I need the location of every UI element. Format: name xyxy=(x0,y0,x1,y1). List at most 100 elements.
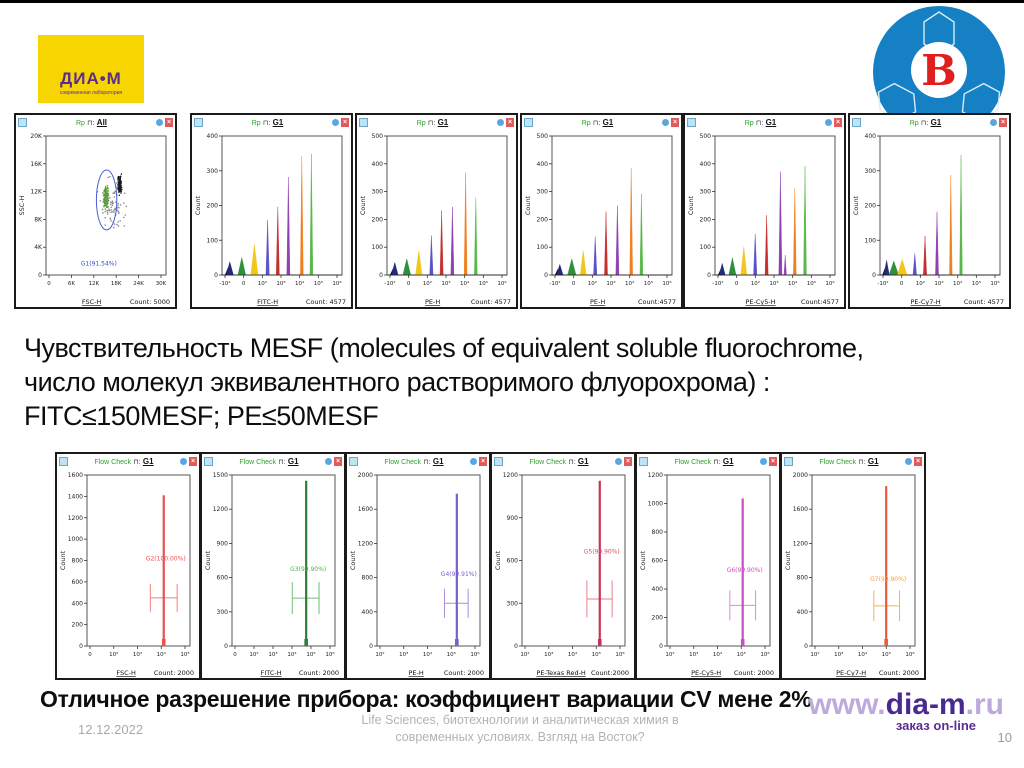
svg-text:400: 400 xyxy=(700,161,712,168)
svg-text:600: 600 xyxy=(217,575,229,582)
close-icon[interactable]: × xyxy=(769,457,777,466)
close-icon[interactable]: × xyxy=(479,457,487,466)
window-app-icon xyxy=(852,118,861,127)
footer-event-line1: Life Sciences, биотехнологии и аналитиче… xyxy=(361,713,679,727)
svg-text:10³: 10³ xyxy=(276,280,285,287)
bioline-logo-letter: В xyxy=(921,46,957,95)
svg-text:1500: 1500 xyxy=(213,472,228,479)
svg-text:400: 400 xyxy=(72,600,84,607)
svg-text:0: 0 xyxy=(224,643,228,650)
window-titlebar: Flow Check ⊓: G1 × xyxy=(637,454,779,469)
svg-text:400: 400 xyxy=(362,609,374,616)
svg-text:100: 100 xyxy=(372,244,384,251)
info-icon[interactable] xyxy=(662,119,669,126)
info-icon[interactable] xyxy=(990,119,997,126)
info-icon[interactable] xyxy=(332,119,339,126)
flow-window-r1c3: Rp ⊓: G1 × 0 100 200 300 400 500 Count -10² 0 10² 10… xyxy=(520,113,683,309)
info-icon[interactable] xyxy=(325,458,332,465)
svg-text:Count: 2000: Count: 2000 xyxy=(299,669,339,677)
svg-text:G2(100.00%): G2(100.00%) xyxy=(146,556,186,563)
diam-site-url[interactable]: www.dia-m.ru xyxy=(808,690,1004,720)
footer-event-title: Life Sciences, биотехнологии и аналитиче… xyxy=(320,712,720,746)
close-icon[interactable]: × xyxy=(999,118,1007,127)
close-icon[interactable]: × xyxy=(671,118,679,127)
svg-text:Count: Count xyxy=(59,550,67,570)
svg-text:0: 0 xyxy=(214,272,218,279)
plot-canvas: 0 400 800 1200 1600 2000 Count 10² 10³ 10⁴ 10⁵ 10⁶ P… xyxy=(349,472,484,677)
window-titlebar: Flow Check ⊓: G1 × xyxy=(57,454,199,469)
flow-window-r2c0: Flow Check ⊓: G1 × 0 200 400 600 800 1000 1200 14… xyxy=(55,452,201,680)
close-icon[interactable]: × xyxy=(506,118,514,127)
window-app-icon xyxy=(494,457,503,466)
svg-text:10²: 10² xyxy=(109,651,118,658)
svg-text:400: 400 xyxy=(372,161,384,168)
svg-text:10²: 10² xyxy=(916,280,925,287)
close-icon[interactable]: × xyxy=(624,457,632,466)
svg-text:300: 300 xyxy=(865,168,877,175)
mesf-text-line2: число молекул эквивалентного растворимог… xyxy=(24,367,770,397)
window-titlebar: Rp ⊓: All × xyxy=(16,115,175,130)
svg-text:Count:4577: Count:4577 xyxy=(801,298,839,306)
plot-canvas: 0 200 400 600 800 1000 1200 Count 10² 10³ 10⁴ 10⁵ 10… xyxy=(639,472,774,677)
svg-text:300: 300 xyxy=(217,609,229,616)
close-icon[interactable]: × xyxy=(334,457,342,466)
svg-text:1200: 1200 xyxy=(213,506,228,513)
flow-window-r2c1: Flow Check ⊓: G1 × 0 300 600 900 1200 1500 Count… xyxy=(200,452,346,680)
svg-text:0: 0 xyxy=(88,652,92,658)
svg-text:10⁴: 10⁴ xyxy=(423,651,433,658)
svg-text:300: 300 xyxy=(700,189,712,196)
svg-text:1000: 1000 xyxy=(68,536,83,543)
svg-text:10⁴: 10⁴ xyxy=(858,651,868,658)
svg-text:PE-Texas Red-H: PE-Texas Red-H xyxy=(536,669,586,677)
svg-text:10⁴: 10⁴ xyxy=(295,280,305,287)
close-icon[interactable]: × xyxy=(165,118,173,127)
svg-text:Count: 4577: Count: 4577 xyxy=(964,298,1004,306)
svg-text:10³: 10³ xyxy=(769,280,778,287)
svg-text:PE-Cy7-H: PE-Cy7-H xyxy=(836,669,866,677)
info-icon[interactable] xyxy=(156,119,163,126)
svg-text:1200: 1200 xyxy=(68,515,83,522)
svg-text:400: 400 xyxy=(865,133,877,140)
window-title: Flow Check ⊓: G1 xyxy=(384,457,444,466)
svg-text:0: 0 xyxy=(242,281,246,287)
flow-window-r1c4: Rp ⊓: G1 × 0 100 200 300 400 500 Count -10² 0 10² 10… xyxy=(683,113,846,309)
window-titlebar: Flow Check ⊓: G1 × xyxy=(347,454,489,469)
diam-site-logo[interactable]: www.dia-m.ru заказ on-line xyxy=(808,690,1004,734)
svg-text:G3(99.90%): G3(99.90%) xyxy=(290,566,326,573)
svg-text:Count: Count xyxy=(494,550,502,570)
svg-text:10³: 10³ xyxy=(606,280,615,287)
svg-text:G5(99.90%): G5(99.90%) xyxy=(584,548,620,555)
svg-text:Count:4577: Count:4577 xyxy=(638,298,676,306)
close-icon[interactable]: × xyxy=(341,118,349,127)
svg-text:10²: 10² xyxy=(375,651,384,658)
svg-text:PE-Cy7-H: PE-Cy7-H xyxy=(911,298,941,306)
info-icon[interactable] xyxy=(905,458,912,465)
info-icon[interactable] xyxy=(497,119,504,126)
svg-text:600: 600 xyxy=(72,579,84,586)
close-icon[interactable]: × xyxy=(189,457,197,466)
info-icon[interactable] xyxy=(470,458,477,465)
flow-window-r1c5: Rp ⊓: G1 × 0 100 200 300 400 Count -10² 0 10² 10³ 10… xyxy=(848,113,1011,309)
window-titlebar: Rp ⊓: G1 × xyxy=(850,115,1009,130)
window-title: Rp ⊓: All xyxy=(75,118,108,127)
diam-logo: ДИА•М современная лаборатория xyxy=(38,35,144,103)
svg-text:10²: 10² xyxy=(520,651,529,658)
info-icon[interactable] xyxy=(825,119,832,126)
svg-text:G1(91.54%): G1(91.54%) xyxy=(81,260,117,267)
window-titlebar: Rp ⊓: G1 × xyxy=(357,115,516,130)
svg-text:10⁵: 10⁵ xyxy=(972,280,981,287)
svg-text:0: 0 xyxy=(900,281,904,287)
svg-text:10²: 10² xyxy=(588,280,597,287)
info-icon[interactable] xyxy=(180,458,187,465)
close-icon[interactable]: × xyxy=(914,457,922,466)
svg-text:10⁶: 10⁶ xyxy=(497,280,507,287)
mesf-text: Чувствительность MESF (molecules of equi… xyxy=(24,331,864,433)
info-icon[interactable] xyxy=(760,458,767,465)
svg-text:0: 0 xyxy=(369,643,373,650)
svg-text:10⁶: 10⁶ xyxy=(905,651,915,658)
close-icon[interactable]: × xyxy=(834,118,842,127)
svg-text:10⁴: 10⁴ xyxy=(713,651,723,658)
info-icon[interactable] xyxy=(615,458,622,465)
